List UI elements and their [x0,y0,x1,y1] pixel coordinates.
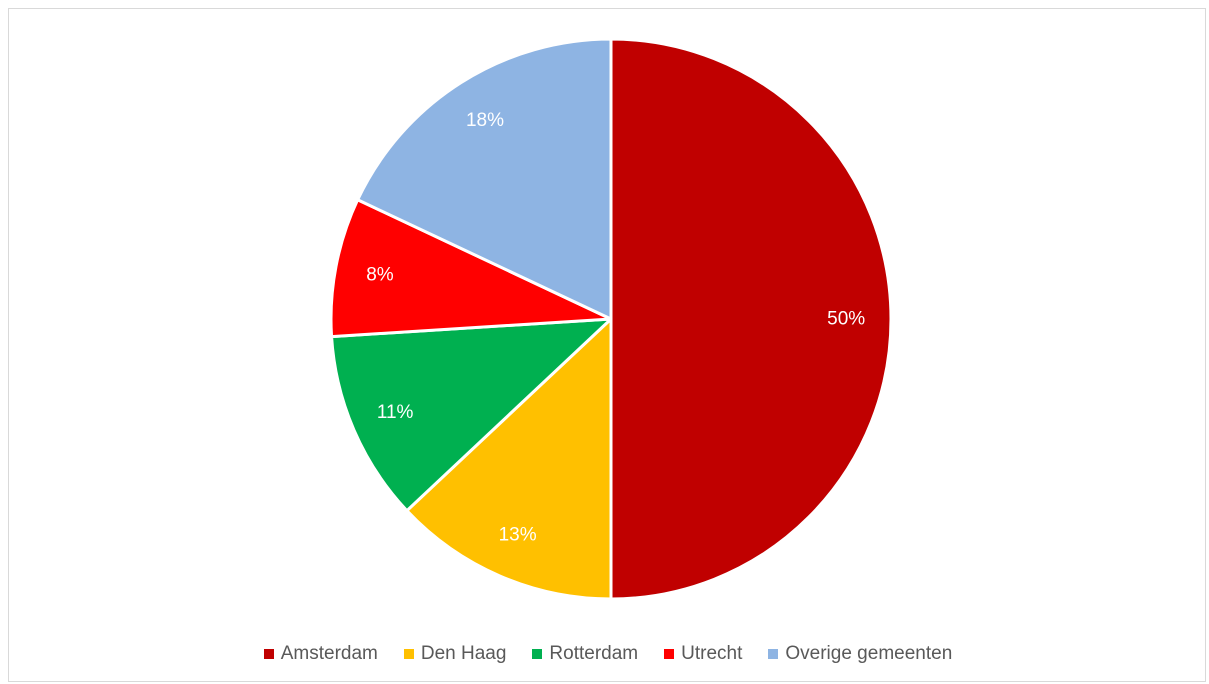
legend-label-den-haag: Den Haag [420,643,507,664]
pie-slice-rotterdam [330,317,613,513]
legend-label-rotterdam: Rotterdam [549,643,639,664]
slice-label-utrecht: 8% [366,264,394,285]
legend: Amsterdam Den Haag Rotterdam Utrecht Overige… [9,643,1207,665]
legend-label-utrecht: Utrecht [681,643,743,664]
legend-item-utrecht: Utrecht [664,643,742,665]
pie-slice-overige-gemeenten [356,37,613,321]
legend-item-rotterdam: Rotterdam [532,643,638,665]
slice-label-rotterdam: 11% [377,402,414,423]
legend-item-amsterdam: Amsterdam [263,643,378,665]
pie-slice-amsterdam [609,37,893,601]
legend-item-overige-gemeenten: Overige gemeenten [768,643,952,665]
legend-label-amsterdam: Amsterdam [280,643,378,664]
legend-swatch-overige-gemeenten [768,649,779,659]
legend-swatch-rotterdam [532,649,543,659]
legend-swatch-amsterdam [263,649,274,659]
legend-label-overige-gemeenten: Overige gemeenten [785,643,953,664]
slice-label-den-haag: 13% [499,524,537,545]
slice-label-amsterdam: 50% [827,309,865,330]
legend-swatch-den-haag [403,649,414,659]
slice-label-overige-gemeenten: 18% [466,110,504,131]
pie-slice-den-haag [405,317,613,601]
pie-chart: 50% 13% 11% 8% 18% [329,37,893,601]
legend-item-den-haag: Den Haag [403,643,507,665]
pie-slice-utrecht [329,198,613,339]
legend-swatch-utrecht [664,649,675,659]
chart-area: 50% 13% 11% 8% 18% Amsterdam Den Haag Rotterda… [8,8,1206,682]
